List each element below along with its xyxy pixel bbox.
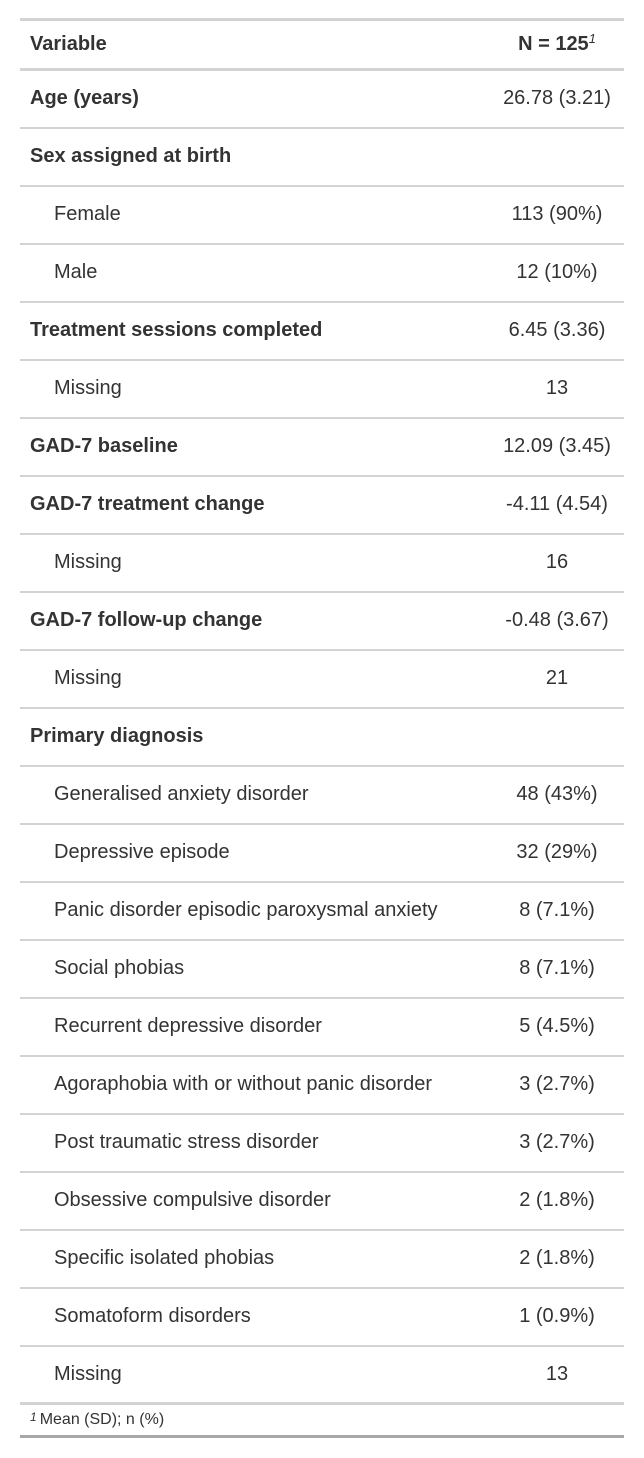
footnote-mark: 1 [30, 1410, 37, 1424]
table-row: Somatoform disorders 1 (0.9%) [20, 1287, 624, 1347]
summary-table: Variable N = 1251 Age (years) 26.78 (3.21… [20, 18, 624, 1405]
row-label: Male [20, 243, 490, 303]
row-value: 2 (1.8%) [490, 1229, 624, 1289]
row-label: Missing [20, 1345, 490, 1405]
row-value: 48 (43%) [490, 765, 624, 825]
row-label: Sex assigned at birth [20, 127, 490, 187]
row-label: Somatoform disorders [20, 1287, 490, 1347]
row-value: 26.78 (3.21) [490, 69, 624, 129]
row-label: Treatment sessions completed [20, 301, 490, 361]
table-row: GAD-7 treatment change -4.11 (4.54) [20, 475, 624, 535]
table-row: Social phobias 8 (7.1%) [20, 939, 624, 999]
footnote-text: Mean (SD); n (%) [39, 1411, 165, 1428]
table-row: Agoraphobia with or without panic disord… [20, 1055, 624, 1115]
row-label: Generalised anxiety disorder [20, 765, 490, 825]
row-label: GAD-7 treatment change [20, 475, 490, 535]
table-row: Post traumatic stress disorder 3 (2.7%) [20, 1113, 624, 1173]
row-label: Depressive episode [20, 823, 490, 883]
table-row: Missing 13 [20, 359, 624, 419]
row-value: 5 (4.5%) [490, 997, 624, 1057]
table-row: Age (years) 26.78 (3.21) [20, 69, 624, 129]
table-header: Variable N = 1251 [20, 18, 624, 71]
table-row: Generalised anxiety disorder 48 (43%) [20, 765, 624, 825]
row-value: 12 (10%) [490, 243, 624, 303]
table-row: Depressive episode 32 (29%) [20, 823, 624, 883]
column-header-n: N = 1251 [490, 18, 624, 71]
row-value: 13 [490, 359, 624, 419]
table-row: Sex assigned at birth [20, 127, 624, 187]
row-label: Primary diagnosis [20, 707, 490, 767]
row-label: Missing [20, 533, 490, 593]
row-label: Age (years) [20, 69, 490, 129]
row-value: 113 (90%) [490, 185, 624, 245]
row-label: Specific isolated phobias [20, 1229, 490, 1289]
row-value: 21 [490, 649, 624, 709]
row-label: Post traumatic stress disorder [20, 1113, 490, 1173]
variable-header-label: Variable [30, 33, 107, 55]
table-row: Panic disorder episodic paroxysmal anxie… [20, 881, 624, 941]
table-row: Obsessive compulsive disorder 2 (1.8%) [20, 1171, 624, 1231]
row-label: Missing [20, 359, 490, 419]
row-value: -4.11 (4.54) [490, 475, 624, 535]
row-value: 12.09 (3.45) [490, 417, 624, 477]
n-header-label: N = 125 [518, 33, 589, 55]
row-value: 8 (7.1%) [490, 939, 624, 999]
table-row: Missing 16 [20, 533, 624, 593]
row-value: 2 (1.8%) [490, 1171, 624, 1231]
row-value: 6.45 (3.36) [490, 301, 624, 361]
table-row: Recurrent depressive disorder 5 (4.5%) [20, 997, 624, 1057]
table-row: Specific isolated phobias 2 (1.8%) [20, 1229, 624, 1289]
table-row: Treatment sessions completed 6.45 (3.36) [20, 301, 624, 361]
table-row: GAD-7 baseline 12.09 (3.45) [20, 417, 624, 477]
row-value: 1 (0.9%) [490, 1287, 624, 1347]
table-row: Missing 13 [20, 1345, 624, 1405]
row-label: GAD-7 follow-up change [20, 591, 490, 651]
n-header-footnote-mark: 1 [588, 31, 596, 46]
table-body: Age (years) 26.78 (3.21) Sex assigned at b… [20, 69, 624, 1405]
row-value: 3 (2.7%) [490, 1113, 624, 1173]
row-value [490, 707, 624, 767]
row-label: Missing [20, 649, 490, 709]
table-footnote: 1 Mean (SD); n (%) [20, 1405, 624, 1438]
row-value: -0.48 (3.67) [490, 591, 624, 651]
summary-table-container: Variable N = 1251 Age (years) 26.78 (3.21… [20, 18, 624, 1438]
table-row: Male 12 (10%) [20, 243, 624, 303]
table-row: Primary diagnosis [20, 707, 624, 767]
row-label: Female [20, 185, 490, 245]
table-row: GAD-7 follow-up change -0.48 (3.67) [20, 591, 624, 651]
row-value: 13 [490, 1345, 624, 1405]
row-value: 3 (2.7%) [490, 1055, 624, 1115]
row-label: Obsessive compulsive disorder [20, 1171, 490, 1231]
table-row: Female 113 (90%) [20, 185, 624, 245]
row-value [490, 127, 624, 187]
row-label: GAD-7 baseline [20, 417, 490, 477]
row-value: 32 (29%) [490, 823, 624, 883]
row-label: Panic disorder episodic paroxysmal anxie… [20, 881, 490, 941]
header-row: Variable N = 1251 [20, 18, 624, 71]
row-label: Agoraphobia with or without panic disord… [20, 1055, 490, 1115]
table-row: Missing 21 [20, 649, 624, 709]
row-label: Recurrent depressive disorder [20, 997, 490, 1057]
row-value: 8 (7.1%) [490, 881, 624, 941]
row-value: 16 [490, 533, 624, 593]
row-label: Social phobias [20, 939, 490, 999]
column-header-variable: Variable [20, 18, 490, 71]
